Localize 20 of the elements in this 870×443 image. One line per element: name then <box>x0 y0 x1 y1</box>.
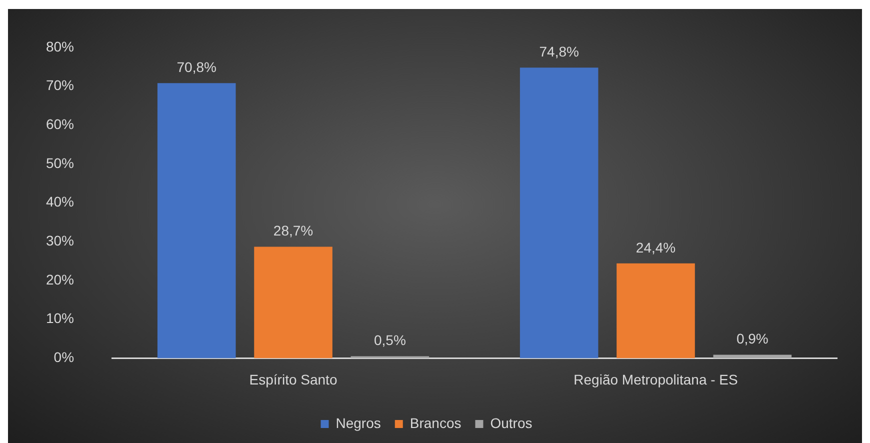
y-tick-label: 80% <box>46 38 74 54</box>
data-label: 0,5% <box>374 332 406 348</box>
legend-label: Negros <box>336 414 381 431</box>
data-label: 28,7% <box>273 222 314 239</box>
data-label: 0,9% <box>736 330 768 347</box>
data-label: 74,8% <box>539 43 579 60</box>
y-tick-label: 60% <box>46 116 74 132</box>
legend-label: Outros <box>490 414 532 431</box>
y-tick-label: 20% <box>46 271 74 288</box>
y-tick-label: 30% <box>46 232 74 249</box>
y-tick-label: 10% <box>46 310 74 326</box>
data-label: 24,4% <box>636 239 676 256</box>
legend-label: Brancos <box>410 414 462 431</box>
x-tick-label: Região Metropolitana - ES <box>574 371 738 388</box>
x-tick-label: Espírito Santo <box>249 371 338 388</box>
data-label: 70,8% <box>176 59 216 75</box>
y-tick-label: 40% <box>46 194 74 210</box>
y-tick-label: 0% <box>54 349 74 366</box>
y-tick-label: 70% <box>46 77 74 94</box>
y-tick-label: 50% <box>46 154 74 171</box>
